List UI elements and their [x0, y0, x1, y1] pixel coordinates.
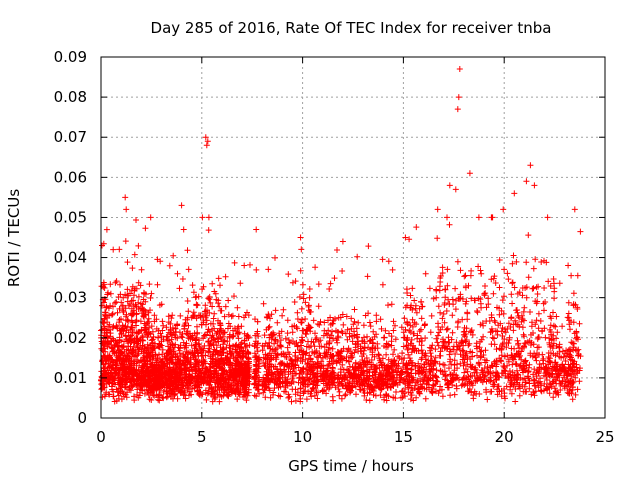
roti-point-cluster-0 [98, 214, 253, 405]
roti-point-notable-3 [178, 202, 185, 209]
y-tick-label: 0.04 [54, 249, 87, 267]
x-tick-label: 0 [96, 428, 106, 446]
roti-point-notable-14 [452, 186, 459, 193]
roti-point-notable-23 [531, 182, 538, 189]
roti-point-notable-17 [456, 66, 463, 72]
roti-point-notable-16 [455, 94, 462, 101]
roti-point-notable-8 [253, 226, 260, 233]
y-tick-label: 0.02 [54, 329, 87, 347]
y-tick-label: 0 [77, 409, 87, 427]
roti-point-notable-6 [203, 142, 210, 149]
y-tick-label: 0.08 [54, 88, 87, 106]
tick-labels: 0 5 10 15 20 25 0 0.01 0.02 0.03 0.04 0.05 0.06 0.07 0… [54, 48, 615, 446]
roti-point-notable-7 [204, 138, 211, 145]
chart-title: Day 285 of 2016, Rate Of TEC Index for r… [151, 19, 552, 37]
y-axis-label: ROTI / TECUs [5, 189, 23, 287]
roti-point-notable-18 [466, 170, 473, 177]
roti-point-notable-1 [122, 194, 129, 201]
x-tick-label: 10 [293, 428, 312, 446]
y-tick-label: 0.05 [54, 208, 87, 226]
roti-point-notable-21 [523, 178, 530, 185]
x-axis-label: GPS time / hours [288, 457, 414, 475]
roti-point-notable-22 [527, 162, 534, 169]
y-tick-label: 0.07 [54, 128, 87, 146]
x-tick-label: 5 [197, 428, 207, 446]
y-tick-label: 0.06 [54, 168, 87, 186]
roti-point-notable-13 [446, 182, 453, 189]
data-points [98, 66, 584, 405]
roti-point-notable-12 [434, 206, 441, 213]
roti-point-notable-15 [454, 106, 461, 113]
roti-point-notable-20 [511, 190, 518, 197]
roti-point-notable-0 [99, 242, 105, 249]
roti-point-notable-10 [339, 238, 346, 245]
y-tick-label: 0.01 [54, 369, 87, 387]
x-tick-label: 20 [495, 428, 514, 446]
roti-point-notable-2 [123, 206, 130, 213]
roti-point-notable-24 [571, 206, 578, 213]
axis-ticks [100, 56, 606, 419]
roti-point-notable-11 [402, 234, 409, 241]
roti-point-notable-4 [180, 226, 187, 233]
roti-point-notable-5 [202, 134, 209, 141]
roti-point-cluster-2 [259, 214, 584, 405]
roti-point-notable-19 [500, 206, 507, 213]
roti-point-cluster-1 [251, 266, 263, 400]
y-tick-label: 0.03 [54, 289, 87, 307]
x-tick-label: 25 [595, 428, 614, 446]
y-tick-label: 0.09 [54, 48, 87, 66]
roti-point-notable-9 [297, 234, 304, 241]
x-tick-label: 15 [394, 428, 413, 446]
plot-frame [100, 56, 606, 419]
